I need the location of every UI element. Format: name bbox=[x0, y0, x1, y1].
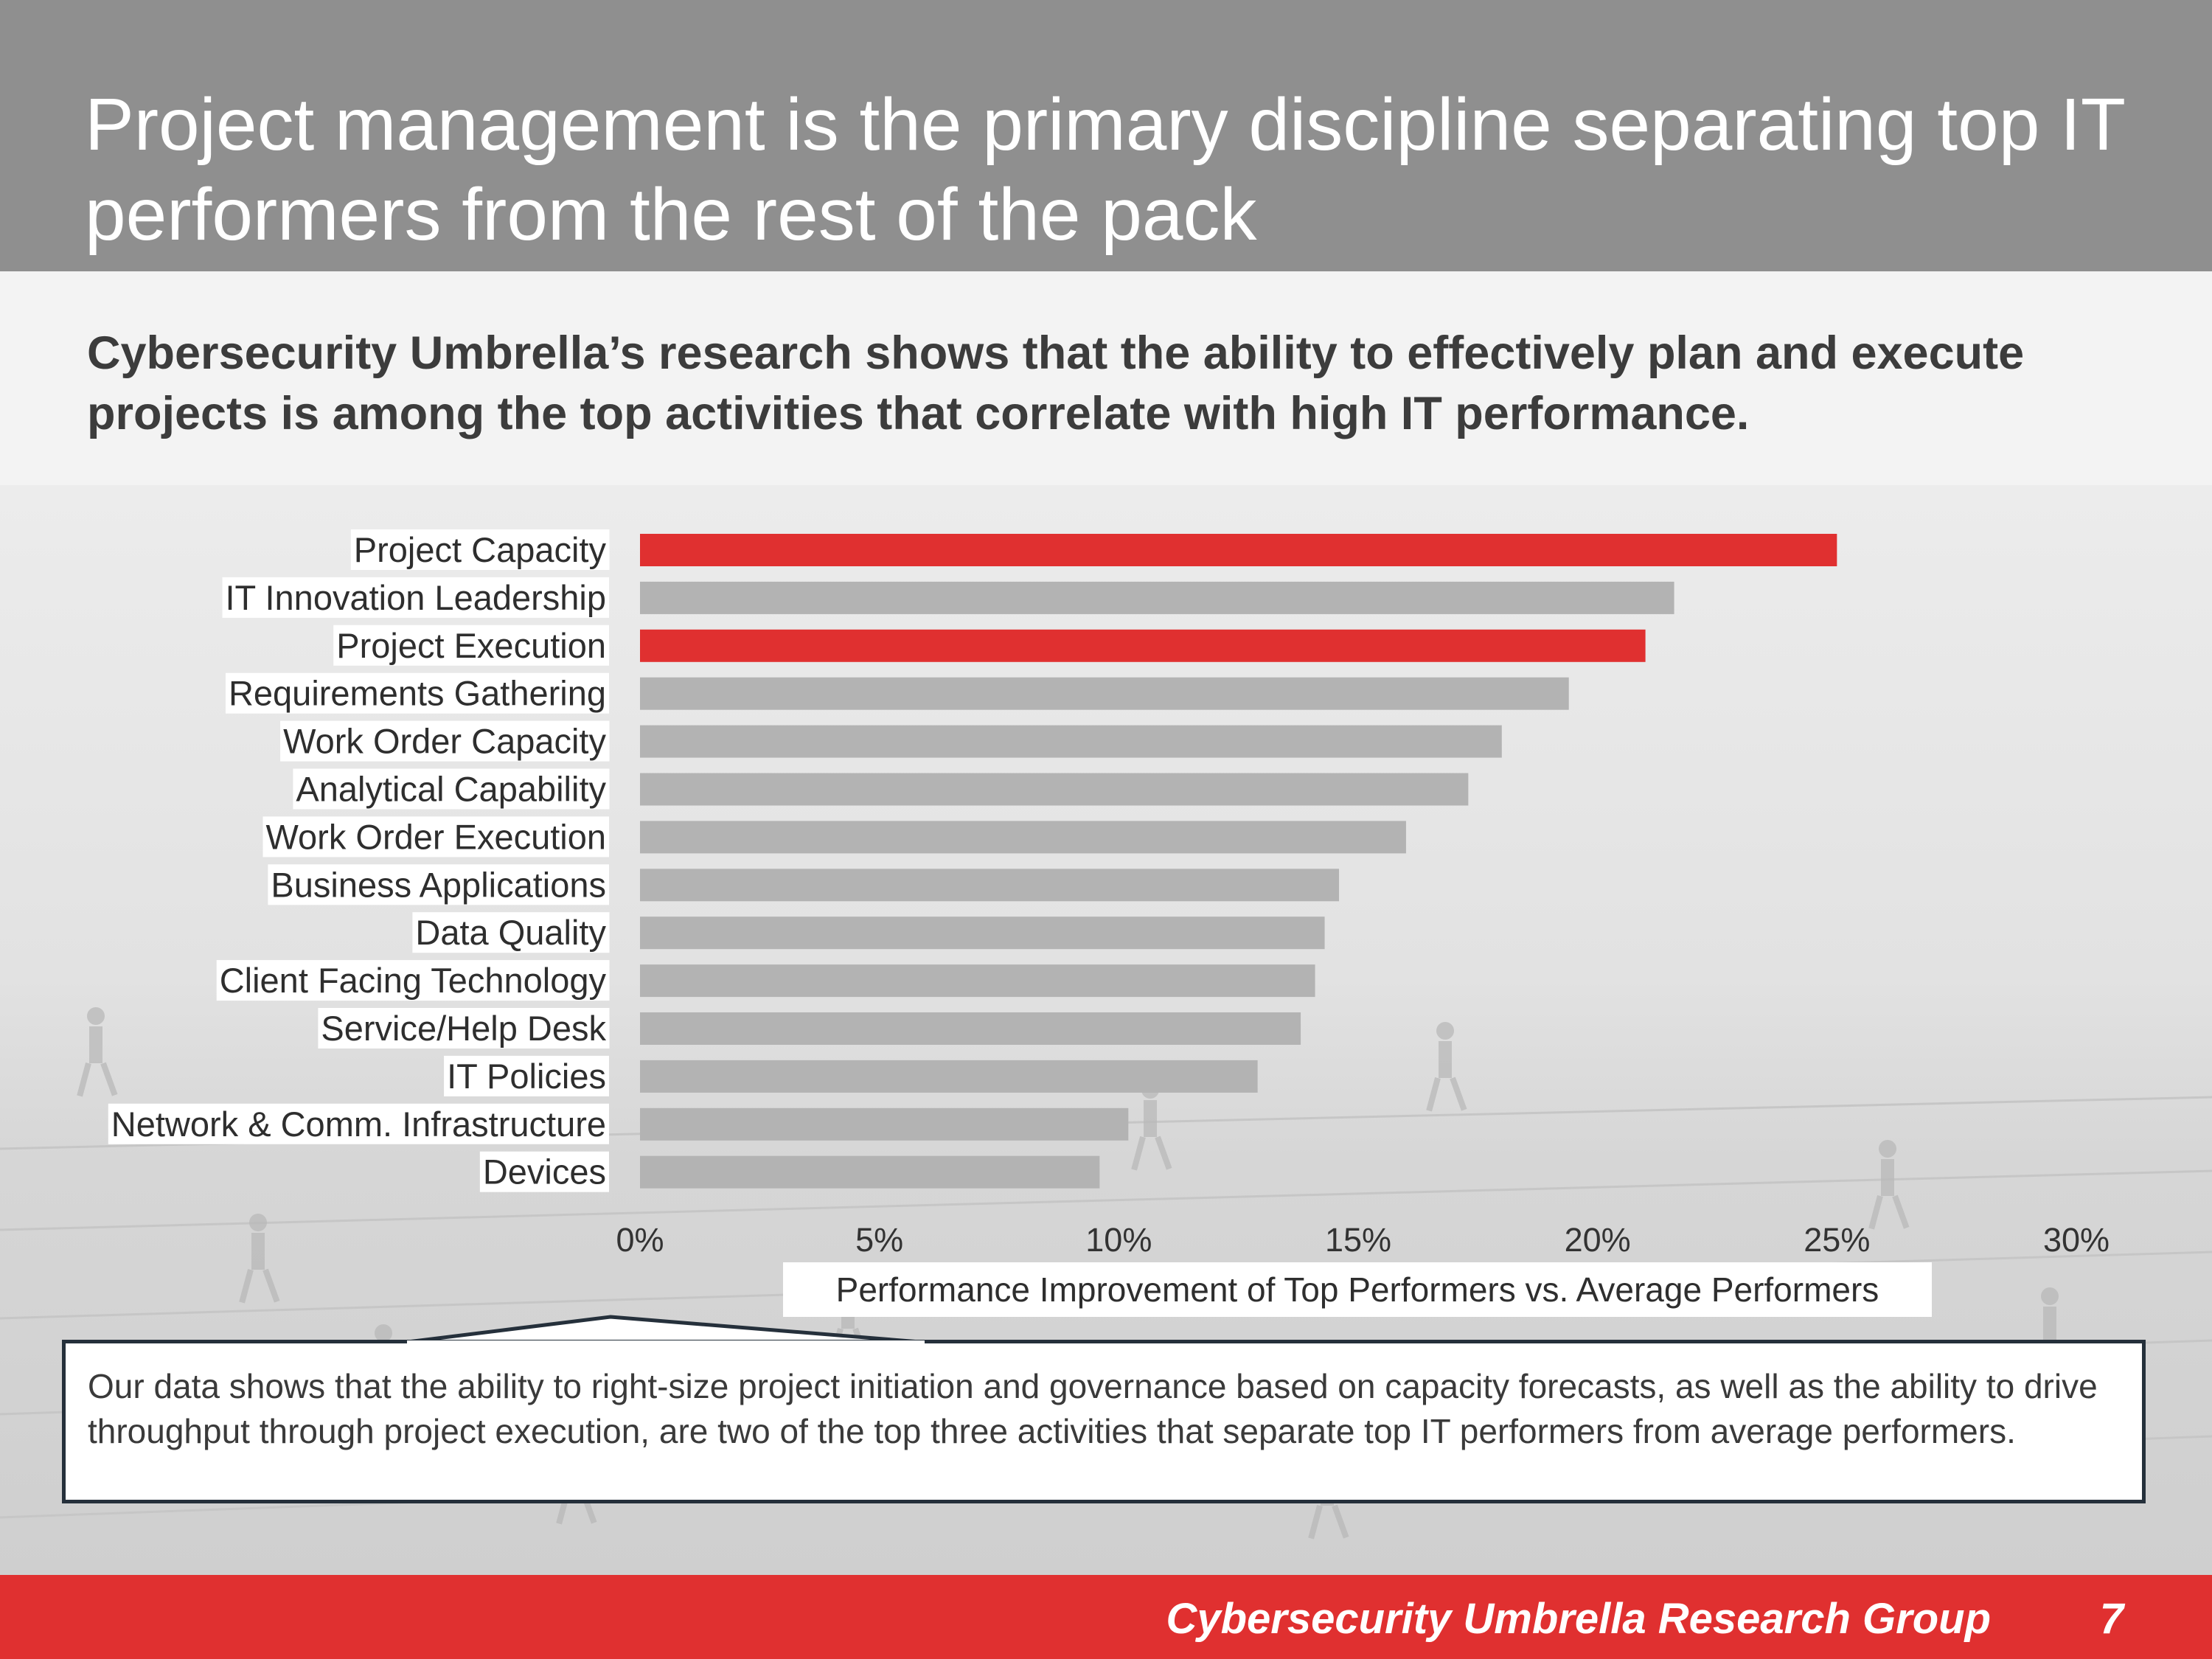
callout-box: Our data shows that the ability to right… bbox=[62, 1340, 2146, 1503]
x-axis-label: Performance Improvement of Top Performer… bbox=[835, 1270, 1879, 1309]
category-label-background bbox=[333, 625, 609, 666]
slide-subtitle: Cybersecurity Umbrella’s research shows … bbox=[87, 327, 2025, 439]
x-tick-label: 15% bbox=[1325, 1221, 1391, 1259]
x-tick-label: 10% bbox=[1085, 1221, 1152, 1259]
title-banner bbox=[0, 0, 2212, 271]
category-label-background bbox=[225, 672, 609, 714]
category-label: Data Quality bbox=[415, 913, 606, 952]
bar-work-order-execution bbox=[640, 821, 1406, 854]
category-label: Devices bbox=[483, 1152, 606, 1192]
callout-text: Our data shows that the ability to right… bbox=[88, 1367, 2098, 1450]
category-label: Work Order Execution bbox=[266, 817, 606, 856]
category-label-background bbox=[479, 1151, 609, 1192]
category-label: IT Innovation Leadership bbox=[226, 578, 607, 617]
category-label: IT Policies bbox=[447, 1057, 606, 1096]
bar-devices bbox=[640, 1155, 1100, 1189]
bar-it-innovation-leadership bbox=[640, 581, 1674, 614]
category-label-background bbox=[412, 912, 610, 953]
category-label: Project Capacity bbox=[354, 530, 607, 569]
bar-service-help-desk bbox=[640, 1012, 1301, 1045]
x-tick-label: 30% bbox=[2043, 1221, 2110, 1259]
category-label: Analytical Capability bbox=[296, 770, 606, 809]
category-label: Client Facing Technology bbox=[220, 961, 607, 1000]
chart-bars bbox=[640, 534, 1837, 1189]
page-number: 7 bbox=[2099, 1595, 2124, 1643]
category-label-background bbox=[293, 768, 610, 810]
category-label-background bbox=[268, 864, 609, 905]
category-label: Business Applications bbox=[271, 865, 606, 904]
footer-organization: Cybersecurity Umbrella Research Group bbox=[1166, 1595, 1991, 1643]
category-label-background bbox=[280, 720, 610, 762]
slide-title: Project management is the primary discip… bbox=[85, 83, 2125, 256]
footer-bar: Cybersecurity Umbrella Research Group 7 bbox=[0, 1575, 2212, 1659]
x-tick-label: 5% bbox=[855, 1221, 903, 1259]
category-label-background bbox=[108, 1103, 609, 1144]
category-label-background bbox=[444, 1055, 609, 1096]
callout-pointer-mask bbox=[407, 1340, 925, 1347]
category-label-background bbox=[222, 577, 609, 618]
bar-data-quality bbox=[640, 917, 1325, 950]
category-label: Service/Help Desk bbox=[321, 1009, 606, 1048]
bar-project-execution bbox=[640, 629, 1646, 662]
bar-network-comm-infrastructure bbox=[640, 1107, 1129, 1141]
category-label-background bbox=[216, 960, 610, 1001]
subtitle-band bbox=[0, 271, 2212, 485]
bar-requirements-gathering bbox=[640, 677, 1569, 710]
category-label: Requirements Gathering bbox=[229, 674, 606, 713]
bar-project-capacity bbox=[640, 534, 1837, 566]
category-label: Project Execution bbox=[336, 626, 606, 665]
bar-chart: Project Capacity IT Innovation Leadership… bbox=[108, 529, 2110, 1259]
bar-work-order-capacity bbox=[640, 725, 1502, 758]
x-tick-label: 25% bbox=[1804, 1221, 1870, 1259]
x-axis-label-box: Performance Improvement of Top Performer… bbox=[783, 1262, 1932, 1317]
bar-it-policies bbox=[640, 1060, 1258, 1093]
category-label-background bbox=[350, 529, 610, 570]
bar-analytical-capability bbox=[640, 773, 1469, 806]
bar-business-applications bbox=[640, 869, 1340, 902]
category-label-background bbox=[318, 1008, 610, 1048]
chart-category-labels: Project Capacity IT Innovation Leadership… bbox=[108, 529, 610, 1192]
x-tick-label: 0% bbox=[616, 1221, 664, 1259]
category-label: Network & Comm. Infrastructure bbox=[111, 1105, 606, 1144]
chart-x-ticks: 0% 5% 10% 15% 20% 25% 30% bbox=[616, 1221, 2110, 1259]
bar-client-facing-technology bbox=[640, 964, 1315, 998]
x-tick-label: 20% bbox=[1565, 1221, 1631, 1259]
category-label: Work Order Capacity bbox=[283, 722, 606, 761]
category-label-background bbox=[262, 816, 609, 858]
